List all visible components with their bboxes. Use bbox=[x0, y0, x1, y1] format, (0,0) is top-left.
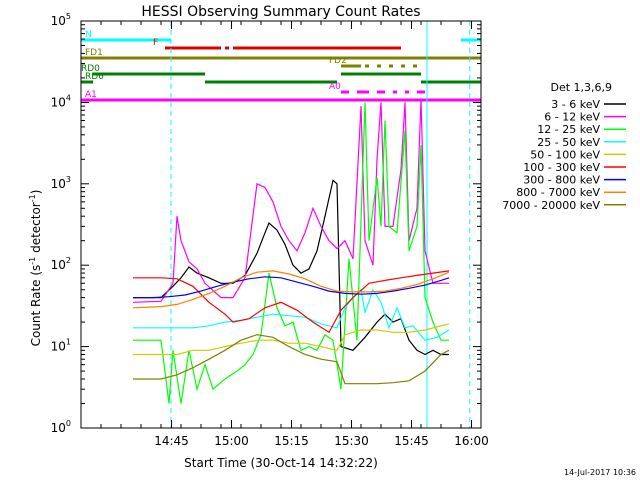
legend-entry-label: 25 - 50 keV bbox=[537, 136, 600, 149]
flag-label-f: F bbox=[153, 38, 158, 48]
series-line-6-12-kev bbox=[132, 98, 449, 303]
vertical-marker-lines bbox=[170, 21, 471, 428]
y-axis-ticks: 100 101 102 103 104 105 bbox=[51, 12, 481, 435]
legend-entry-label: 6 - 12 keV bbox=[544, 111, 600, 124]
legend-entry-label: 50 - 100 keV bbox=[530, 148, 600, 161]
series-line-12-25-kev bbox=[133, 102, 449, 404]
y-tick-label: 100 bbox=[51, 419, 71, 435]
y-tick-label: 104 bbox=[51, 93, 71, 109]
legend-entry-label: 7000 - 20000 keV bbox=[502, 199, 600, 212]
legend-entry-label: 100 - 300 keV bbox=[523, 161, 600, 174]
x-tick-label: 14:45 bbox=[154, 434, 189, 448]
chart-title: HESSI Observing Summary Count Rates bbox=[141, 4, 420, 20]
series-line-7000-20000-kev bbox=[133, 334, 450, 385]
flag-label-rd6: RD6 bbox=[85, 72, 104, 82]
x-tick-label: 16:00 bbox=[454, 434, 489, 448]
y-tick-label: 101 bbox=[51, 338, 71, 354]
legend-title: Det 1,3,6,9 bbox=[550, 81, 612, 94]
legend-entry-label: 300 - 800 keV bbox=[523, 174, 600, 187]
series-line-300-800-kev bbox=[133, 276, 450, 299]
y-axis-label: Count Rate (s-1 detector-1) bbox=[28, 190, 43, 347]
x-tick-label: 15:15 bbox=[274, 434, 309, 448]
x-tick-label: 15:45 bbox=[394, 434, 429, 448]
flag-label-fd1: FD1 bbox=[85, 48, 103, 58]
x-tick-label: 15:00 bbox=[214, 434, 249, 448]
flag-label-a1: A1 bbox=[85, 90, 97, 100]
x-axis-label: Start Time (30-Oct-14 14:32:22) bbox=[184, 456, 378, 470]
y-tick-label: 103 bbox=[51, 175, 71, 191]
y-tick-label: 102 bbox=[51, 256, 71, 272]
series-line-800-7000-kev bbox=[132, 270, 450, 309]
flag-label-fd2: FD2 bbox=[329, 56, 347, 66]
legend-entry-label: 800 - 7000 keV bbox=[516, 186, 600, 199]
legend-entry-label: 3 - 6 keV bbox=[551, 98, 600, 111]
series-lines bbox=[132, 98, 450, 404]
flag-label-rd0: RD0 bbox=[81, 64, 100, 74]
x-tick-label: 15:30 bbox=[334, 434, 369, 448]
legend-entry-label: 12 - 25 keV bbox=[537, 123, 600, 136]
series-line-25-50-kev bbox=[133, 288, 450, 341]
footer-date: 14-Jul-2017 10:36 bbox=[564, 468, 636, 477]
flag-label-n: N bbox=[85, 30, 92, 40]
flag-label-a0: A0 bbox=[329, 82, 341, 92]
series-line-50-100-kev bbox=[133, 323, 450, 356]
y-tick-label: 105 bbox=[51, 12, 71, 28]
x-axis-ticks: 14:45 15:00 15:15 15:30 15:45 16:00 bbox=[80, 21, 489, 448]
